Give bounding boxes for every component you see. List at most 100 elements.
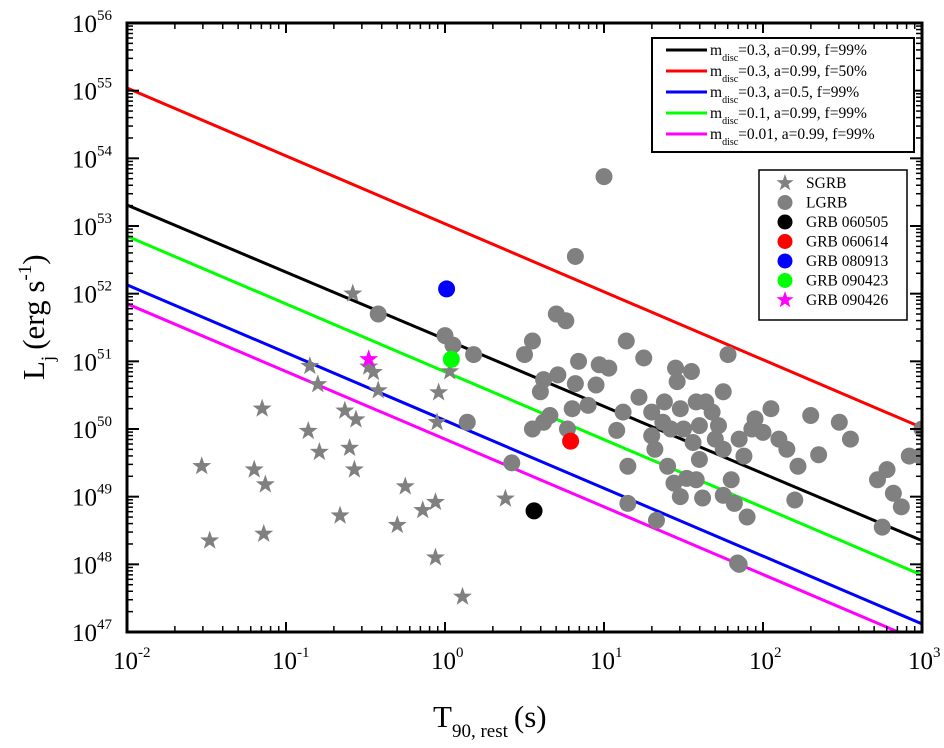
y-tick-label: 1048 [72, 549, 112, 579]
point-lgrb-47 [684, 434, 702, 452]
legend-line-label: mdisc=0.3, a=0.99, f=99% [710, 42, 867, 64]
point-lgrb-68 [762, 400, 780, 418]
point-sgrb-4 [255, 474, 275, 493]
legend-circle-icon [777, 273, 793, 288]
point-lgrb-11 [541, 406, 559, 424]
legend-marker-label: GRB 090423 [806, 273, 888, 290]
point-grb-090426-0 [359, 349, 379, 368]
point-lgrb-76 [841, 430, 859, 448]
y-tick-label: 1049 [72, 482, 112, 512]
point-sgrb-24 [425, 547, 445, 566]
model-line-2 [127, 283, 922, 626]
point-grb-080913-0 [438, 280, 456, 298]
legend-marker-label: GRB 080913 [806, 253, 888, 270]
model-line-3 [127, 234, 922, 577]
point-lgrb-15 [566, 247, 584, 265]
point-lgrb-41 [668, 373, 686, 391]
point-lgrb-92 [730, 555, 748, 573]
point-lgrb-40 [667, 359, 685, 377]
y-axis-title: Lj(erg s-1) [15, 254, 59, 380]
point-sgrb-26 [452, 586, 472, 605]
point-sgrb-15 [343, 283, 363, 302]
point-sgrb-1 [200, 530, 220, 549]
point-lgrb-6 [523, 332, 541, 350]
point-sgrb-21 [429, 382, 449, 401]
point-sgrb-22 [427, 412, 447, 431]
point-lgrb-23 [595, 168, 613, 186]
x-tick-label: 100 [431, 645, 464, 675]
point-lgrb-21 [587, 376, 605, 394]
y-tick-label: 1055 [72, 76, 112, 106]
y-tick-label: 1051 [72, 346, 112, 376]
point-sgrb-0 [192, 456, 212, 475]
point-lgrb-72 [789, 457, 807, 475]
x-tick-label: 10-2 [113, 645, 151, 675]
point-lgrb-34 [647, 511, 665, 529]
point-sgrb-5 [254, 523, 274, 542]
point-lgrb-38 [662, 420, 680, 438]
point-lgrb-60 [722, 471, 740, 489]
point-lgrb-12 [549, 366, 567, 384]
model-line-1 [127, 86, 922, 430]
point-lgrb-67 [754, 423, 772, 441]
point-lgrb-44 [675, 420, 692, 438]
point-lgrb-51 [690, 417, 708, 435]
y-tick-label: 1050 [72, 414, 112, 444]
point-sgrb-27 [495, 488, 515, 507]
point-lgrb-30 [635, 349, 653, 367]
legend-marker-label: GRB 060505 [806, 214, 888, 231]
point-sgrb-25 [440, 361, 460, 380]
point-sgrb-10 [330, 505, 350, 524]
point-lgrb-54 [703, 403, 721, 421]
y-tick-label: 1047 [72, 617, 113, 647]
point-lgrb-80 [873, 518, 891, 536]
point-lgrb-46 [682, 362, 700, 380]
point-lgrb-59 [719, 346, 737, 364]
point-sgrb-6 [298, 421, 318, 440]
scatter-points [192, 168, 922, 605]
legend-markers: SGRB LGRB GRB 060505 GRB 060614 GRB 080913 GR… [758, 169, 908, 321]
point-sgrb-18 [387, 515, 407, 534]
legend-line-label: mdisc=0.3, a=0.5, f=99% [710, 84, 859, 106]
tick-labels: 10-2 10-1 100 101 102 103 1047 1048 1049 1050 1051… [72, 8, 941, 675]
point-grb-090423-0 [442, 350, 460, 368]
point-lgrb-57 [714, 383, 732, 401]
legend-marker-label: GRB 060614 [806, 234, 888, 251]
point-lgrb-24 [600, 359, 618, 377]
plot-frame [125, 21, 924, 634]
point-lgrb-14 [557, 312, 575, 330]
point-lgrb-10 [535, 371, 553, 389]
legend-marker-label: LGRB [806, 195, 847, 212]
point-sgrb-8 [308, 374, 328, 393]
point-lgrb-91 [614, 403, 632, 421]
legend-marker-label: SGRB [806, 175, 847, 192]
legend-lines: mdisc=0.3, a=0.99, f=99%mdisc=0.3, a=0.9… [651, 37, 915, 153]
point-lgrb-25 [608, 421, 626, 439]
point-sgrb-19 [395, 476, 415, 495]
y-tick-label: 1054 [72, 143, 113, 173]
point-lgrb-3 [465, 346, 483, 364]
point-lgrb-36 [655, 393, 673, 411]
point-lgrb-0 [369, 305, 387, 323]
point-lgrb-79 [878, 461, 896, 479]
point-lgrb-4 [458, 413, 476, 431]
point-lgrb-73 [802, 406, 820, 424]
point-lgrb-27 [619, 457, 637, 475]
axis-ticks [126, 22, 923, 633]
x-tick-label: 101 [590, 645, 623, 675]
x-axis-title: T90, rest (s) [433, 699, 547, 742]
point-lgrb-33 [646, 440, 664, 458]
point-lgrb-50 [690, 450, 708, 468]
point-sgrb-11 [335, 400, 355, 419]
point-lgrb-71 [786, 491, 804, 509]
x-tick-label: 10-1 [272, 645, 310, 675]
point-lgrb-63 [735, 447, 753, 465]
point-lgrb-70 [778, 440, 796, 458]
point-sgrb-13 [346, 409, 366, 428]
y-tick-label: 1052 [72, 279, 112, 309]
point-sgrb-28 [359, 356, 379, 375]
x-tick-label: 102 [749, 645, 782, 675]
point-grb-060614-0 [562, 432, 580, 450]
point-lgrb-52 [694, 489, 712, 507]
legend-line-label: mdisc=0.3, a=0.99, f=50% [710, 63, 867, 85]
